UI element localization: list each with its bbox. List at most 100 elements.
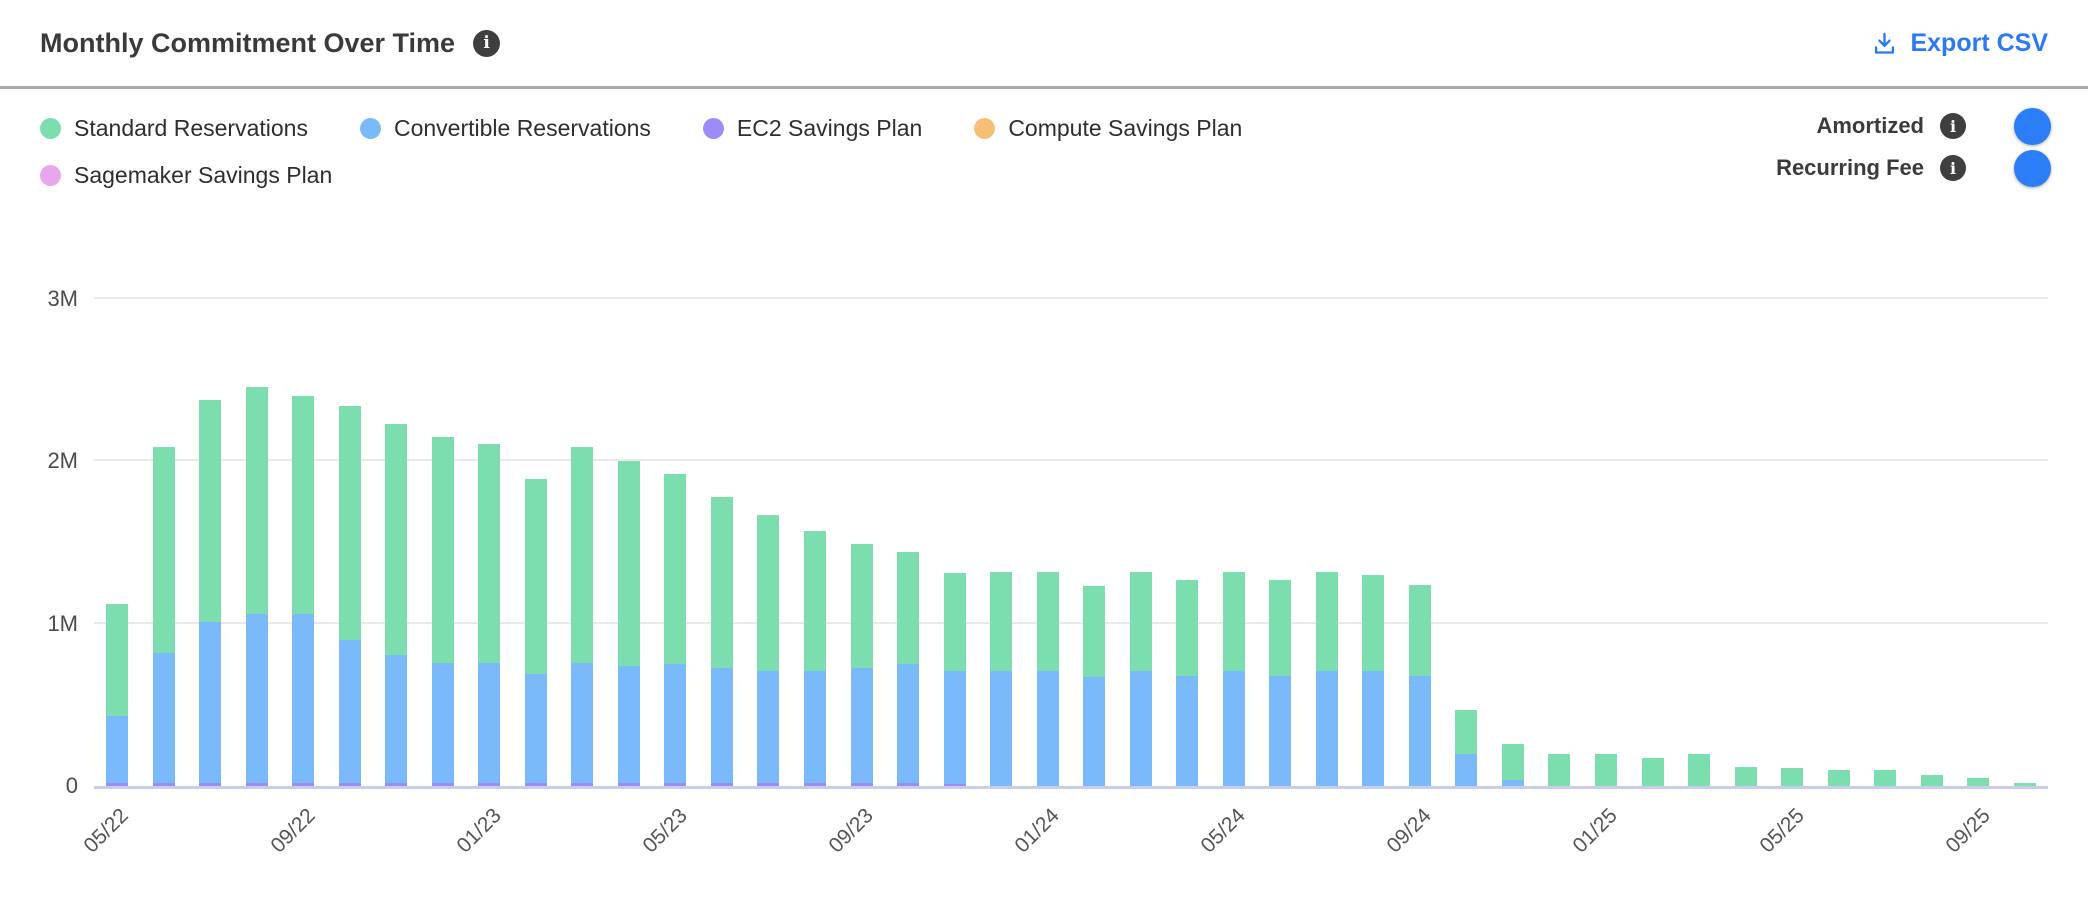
- bar-segment: [1036, 571, 1059, 671]
- bar-segment: [1920, 774, 1943, 786]
- export-csv-label: Export CSV: [1910, 28, 2048, 57]
- bar-group[interactable]: [943, 299, 966, 786]
- bar-segment: [943, 670, 966, 785]
- bar-group[interactable]: 01/25: [1569, 299, 1622, 857]
- bar-segment: [1641, 758, 1664, 786]
- bar-segment: [571, 662, 594, 783]
- bar-segment: [897, 664, 920, 783]
- bar-group[interactable]: [152, 299, 175, 786]
- bar-segment: [1595, 753, 1617, 786]
- bar-group[interactable]: [617, 299, 640, 786]
- bar-group[interactable]: [1827, 299, 1850, 786]
- export-csv-button[interactable]: Export CSV: [1871, 29, 2048, 58]
- bar-group[interactable]: [803, 299, 826, 786]
- bar-segment: [850, 544, 873, 668]
- bar-segment: [431, 782, 454, 786]
- amortized-info-icon[interactable]: i: [1940, 113, 1966, 139]
- bar-segment: [385, 782, 408, 786]
- bar-segment: [152, 782, 175, 786]
- bar-group[interactable]: [897, 299, 920, 786]
- legend-item-4[interactable]: Compute Savings Plan: [974, 115, 1242, 142]
- bar-segment: [1408, 675, 1431, 786]
- amortized-toggle-knob: [2014, 107, 2051, 145]
- bar-group[interactable]: [1874, 299, 1897, 786]
- bar-segment: [1129, 670, 1152, 786]
- bar-group[interactable]: 01/23: [452, 299, 506, 857]
- bar-group[interactable]: 05/23: [638, 299, 692, 857]
- bar-segment: [1315, 571, 1338, 671]
- bar-group[interactable]: [1083, 299, 1106, 786]
- bar-group[interactable]: [1548, 299, 1571, 786]
- bar-segment: [245, 613, 268, 783]
- bar-segment: [571, 446, 594, 663]
- bar-group[interactable]: [1362, 299, 1385, 786]
- bar-group[interactable]: [1315, 299, 1338, 786]
- y-tick-label: 2M: [47, 448, 78, 474]
- bar-segment: [943, 573, 966, 671]
- bar-group[interactable]: 09/23: [824, 299, 878, 857]
- legend-row-1: Standard Reservations Convertible Reserva…: [40, 115, 1600, 142]
- bar-group[interactable]: 09/22: [266, 299, 319, 857]
- legend-item-1[interactable]: Standard Reservations: [40, 115, 308, 142]
- bar-segment: [431, 662, 454, 783]
- bar-segment: [245, 386, 268, 614]
- recurring-fee-toggle[interactable]: [1988, 149, 2051, 187]
- bar-group[interactable]: [1129, 299, 1152, 786]
- bar-group[interactable]: 09/24: [1383, 299, 1436, 857]
- bar-segment: [385, 424, 408, 655]
- bar-segment: [757, 782, 780, 786]
- bar-group[interactable]: [1455, 299, 1478, 786]
- bar-segment: [292, 782, 315, 786]
- x-tick-label: 05/25: [1754, 804, 1809, 858]
- bar-group[interactable]: 05/22: [80, 299, 133, 857]
- recurring-fee-info-icon[interactable]: i: [1940, 155, 1966, 181]
- bar-group[interactable]: [710, 299, 733, 786]
- x-tick-label: 09/22: [265, 804, 320, 858]
- x-tick-label: 05/23: [638, 804, 692, 858]
- bar-segment: [1083, 586, 1106, 678]
- plot-area: 0 1M 2M 3M 05/22 09/22 01/23 05/23 09/23 01/24 05/…: [47, 286, 2048, 857]
- bar-segment: [385, 654, 408, 783]
- bar-group[interactable]: [199, 299, 222, 786]
- bar-segment: [1408, 584, 1431, 676]
- bar-segment: [1501, 779, 1524, 786]
- bar-group[interactable]: [1501, 299, 1524, 786]
- legend-item-2[interactable]: Convertible Reservations: [359, 115, 651, 142]
- x-tick-label: 01/25: [1568, 804, 1623, 858]
- legend-dot: [40, 118, 61, 139]
- bar-group[interactable]: [338, 299, 361, 786]
- bar-group[interactable]: [990, 299, 1013, 786]
- y-tick-label: 3M: [47, 286, 78, 311]
- bar-group[interactable]: [1269, 299, 1292, 786]
- gridline: [94, 621, 2048, 624]
- bar-group[interactable]: [431, 299, 454, 786]
- bar-group[interactable]: [1641, 299, 1664, 786]
- bar-group[interactable]: 05/24: [1197, 299, 1250, 857]
- bar-segment: [710, 497, 733, 668]
- legend-item-5[interactable]: Sagemaker Savings Plan: [40, 162, 332, 189]
- gridline: [94, 459, 2048, 462]
- legend-dot: [359, 118, 381, 139]
- bar-segment: [431, 437, 454, 663]
- bar-group[interactable]: [757, 299, 780, 786]
- bar-segment: [757, 514, 780, 671]
- bar-group[interactable]: 05/25: [1755, 299, 1808, 857]
- legend-row-2: Sagemaker Savings Plan: [40, 162, 1600, 189]
- bar-group[interactable]: [385, 299, 408, 786]
- bar-segment: [1315, 670, 1338, 786]
- bar-group[interactable]: [571, 299, 594, 786]
- bar-group[interactable]: 01/24: [1010, 299, 1064, 857]
- x-tick-label: 09/23: [824, 804, 878, 858]
- amortized-toggle[interactable]: [1988, 107, 2051, 145]
- bar-group[interactable]: [1688, 299, 1711, 786]
- bar-group[interactable]: [1734, 299, 1757, 786]
- bar-segment: [478, 662, 501, 783]
- bar-group[interactable]: [1176, 299, 1199, 786]
- bar-group[interactable]: [524, 299, 547, 786]
- legend-item-3[interactable]: EC2 Savings Plan: [702, 115, 922, 142]
- bar-group[interactable]: [1920, 299, 1943, 786]
- title-info-icon[interactable]: i: [473, 29, 501, 57]
- bar-group[interactable]: [245, 299, 268, 786]
- bar-group[interactable]: 09/25: [1941, 299, 1995, 857]
- bar-group[interactable]: [2013, 299, 2036, 786]
